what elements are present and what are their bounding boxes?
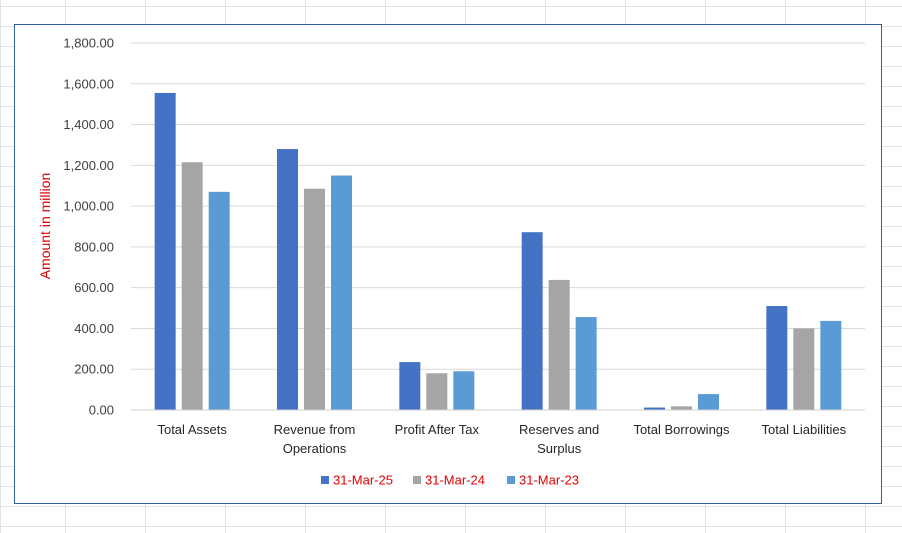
legend-swatch [507,476,515,484]
bar[interactable] [208,191,230,410]
legend-label: 31-Mar-23 [519,473,579,488]
y-tick-label: 1,400.00 [63,117,114,132]
x-category-label: Surplus [537,441,582,456]
legend-swatch [413,476,421,484]
bar[interactable] [548,279,570,410]
x-category-label: Total Assets [157,422,227,437]
y-tick-label: 1,200.00 [63,158,114,173]
y-tick-label: 800.00 [74,239,114,254]
bar[interactable] [671,406,692,410]
bar[interactable] [277,149,298,410]
bars [131,92,865,411]
chart-frame[interactable]: 0.00 200.00 400.00 600.00 800.00 1,000.00 1,20… [14,24,882,504]
bar[interactable] [793,328,815,410]
legend-label: 31-Mar-24 [425,473,485,488]
bar[interactable] [575,317,597,410]
x-category-label: Total Liabilities [762,422,847,437]
legend-swatch [321,476,329,484]
gridlines [131,42,865,411]
x-category-label: Operations [283,441,347,456]
y-tick-label: 1,600.00 [63,76,114,91]
y-tick-label: 0.00 [89,403,114,418]
y-tick-label: 600.00 [74,280,114,295]
y-tick-label: 1,800.00 [63,36,114,51]
bar[interactable] [521,232,543,410]
x-category-label: Reserves and [519,422,599,437]
legend-label: 31-Mar-25 [333,473,393,488]
y-axis-ticks: 0.00 200.00 400.00 600.00 800.00 1,000.00 1,20… [63,36,114,418]
bar[interactable] [181,162,203,410]
y-tick-label: 1,000.00 [63,199,114,214]
y-tick-label: 400.00 [74,321,114,336]
x-axis-categories: Total Assets Revenue from Operations Profit… [157,422,846,456]
bar[interactable] [644,407,665,410]
x-category-label: Revenue from [274,422,356,437]
y-axis-label: Amount in million [37,173,53,280]
bar-chart: 0.00 200.00 400.00 600.00 800.00 1,000.00 1,20… [37,36,865,488]
bar[interactable] [331,175,352,410]
bar[interactable] [399,362,421,410]
bar[interactable] [698,394,719,410]
bar[interactable] [766,306,788,410]
bar[interactable] [304,188,325,410]
bar[interactable] [453,371,475,410]
bar[interactable] [154,92,176,411]
bar[interactable] [820,320,842,410]
x-category-label: Total Borrowings [633,422,730,437]
legend[interactable]: 31-Mar-25 31-Mar-24 31-Mar-23 [321,473,579,488]
bar[interactable] [426,373,448,410]
x-category-label: Profit After Tax [395,422,480,437]
y-tick-label: 200.00 [74,362,114,377]
